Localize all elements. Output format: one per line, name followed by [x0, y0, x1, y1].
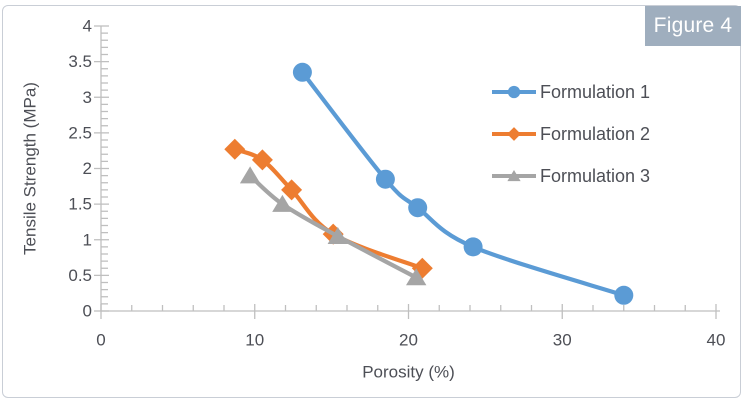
y-tick-label: 2: [83, 159, 92, 178]
y-axis-title: Tensile Strength (MPa): [21, 82, 40, 255]
legend-label: Formulation 2: [540, 124, 650, 144]
legend-item-1: Formulation 1: [492, 82, 650, 102]
y-tick-label: 3.5: [68, 52, 92, 71]
x-tick-label: 10: [245, 331, 264, 350]
legend-item-2: Formulation 2: [492, 124, 650, 144]
data-point-triangle-marker: [406, 268, 427, 286]
data-point-triangle-marker: [327, 227, 348, 244]
y-tick-label: 1: [83, 230, 92, 249]
series-formulation-3: [239, 166, 427, 286]
x-tick-label: 40: [707, 331, 726, 350]
y-tick-label: 4: [83, 17, 92, 36]
x-axis-title: Porosity (%): [362, 363, 455, 382]
data-point-triangle-marker: [239, 166, 261, 184]
series-line: [248, 173, 419, 280]
x-tick-label: 20: [399, 331, 418, 350]
data-point-circle-marker: [408, 198, 428, 218]
x-tick-label: 30: [553, 331, 572, 350]
data-point-circle-marker: [375, 169, 395, 189]
legend-item-3: Formulation 3: [492, 166, 650, 186]
data-point-diamond-marker: [251, 149, 273, 171]
y-tick-label: 2.5: [68, 123, 92, 142]
y-tick-label: 3: [83, 88, 92, 107]
series-formulation-2: [224, 138, 433, 279]
data-point-triangle-marker: [272, 194, 293, 212]
y-tick-label: 1.5: [68, 195, 92, 214]
legend: Formulation 1 Formulation 2 Formulation 3: [492, 82, 650, 186]
x-tick-label: 0: [96, 331, 105, 350]
y-tick-label: 0: [83, 302, 92, 321]
figure-badge: Figure 4: [645, 6, 741, 46]
y-tick-label: 0.5: [68, 266, 92, 285]
series-formulation-1: [292, 62, 634, 305]
legend-label: Formulation 1: [540, 82, 650, 102]
data-point-diamond-marker: [224, 138, 246, 160]
axes: [94, 25, 720, 319]
data-point-circle-marker: [614, 285, 634, 305]
legend-diamond-marker: [507, 127, 521, 141]
legend-circle-marker: [507, 85, 521, 99]
data-point-circle-marker: [463, 237, 483, 257]
legend-triangle-marker: [507, 170, 521, 182]
data-point-diamond-marker: [281, 179, 303, 201]
legend-label: Formulation 3: [540, 166, 650, 186]
tick-labels: 0 10 20 30 40 0 0.5 1 1.5 2 2.5 3 3.5 4: [68, 17, 725, 350]
data-point-circle-marker: [292, 62, 312, 82]
